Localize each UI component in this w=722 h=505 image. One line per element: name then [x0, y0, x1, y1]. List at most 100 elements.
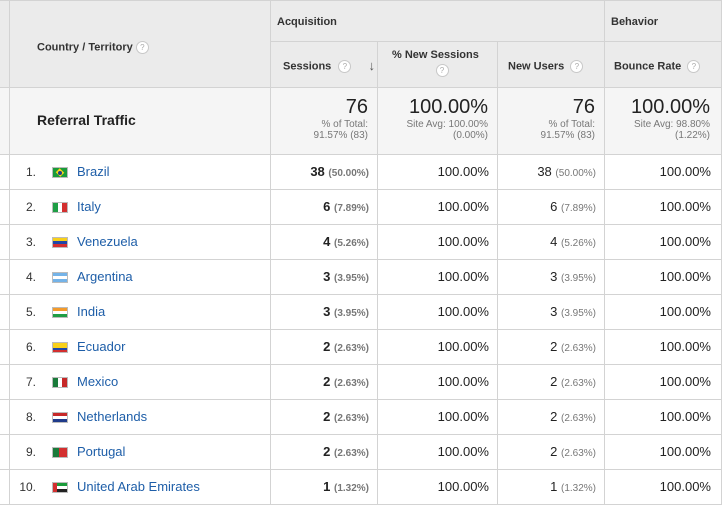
sessions-percent: (2.63%) — [333, 378, 369, 389]
new-sessions-cell: 100.00% — [437, 234, 489, 249]
help-icon[interactable]: ? — [570, 60, 584, 73]
sessions-value: 1 — [323, 479, 331, 494]
country-header-label: Country / Territory — [37, 41, 133, 54]
country-link[interactable]: Argentina — [77, 269, 133, 284]
country-column-header[interactable]: Country / Territory ? — [37, 41, 149, 54]
summary-new-sessions-value: 100.00% — [409, 96, 488, 118]
summary-bounce-rate-value: 100.00% — [631, 96, 710, 118]
new-users-percent: (2.63%) — [560, 378, 596, 389]
sessions-percent: (5.26%) — [333, 238, 369, 249]
sessions-column-header[interactable]: Sessions ? ↓ — [283, 58, 376, 73]
sessions-percent: (2.63%) — [333, 413, 369, 424]
table-row: 3. Venezuela 4 (5.26%) 100.00% 4 (5.26%)… — [0, 225, 722, 260]
new-sessions-cell: 100.00% — [437, 199, 489, 214]
bounce-rate-column-header[interactable]: Bounce Rate ? — [614, 60, 701, 73]
bounce-rate-cell: 100.00% — [659, 444, 711, 459]
summary-sessions: 76 % of Total: 91.57% (83) — [272, 96, 368, 141]
help-icon[interactable]: ? — [435, 64, 449, 77]
new-sessions-column-header[interactable]: % New Sessions ? — [392, 49, 492, 77]
country-link[interactable]: Venezuela — [77, 234, 138, 249]
table-row: 7. Mexico 2 (2.63%) 100.00% 2 (2.63%) 10… — [0, 365, 722, 400]
country-link[interactable]: Portugal — [77, 444, 126, 459]
india-flag-icon — [52, 307, 68, 318]
new-users-value: 6 — [550, 199, 558, 214]
sessions-value: 2 — [323, 444, 331, 459]
sessions-value: 2 — [323, 374, 331, 389]
new-sessions-header-label: % New Sessions — [392, 49, 479, 61]
country-link[interactable]: Italy — [77, 199, 101, 214]
sessions-value: 6 — [323, 199, 331, 214]
new-users-percent: (50.00%) — [555, 168, 596, 179]
sessions-header-label: Sessions — [283, 60, 332, 73]
row-index: 1. — [25, 165, 36, 179]
summary-new-sessions: 100.00% Site Avg: 100.00% (0.00%) — [380, 96, 488, 141]
new-users-cell: 3 (3.95%) — [500, 304, 596, 319]
summary-label: Referral Traffic — [37, 112, 136, 128]
new-users-percent: (2.63%) — [560, 448, 596, 459]
sessions-value: 4 — [323, 234, 331, 249]
help-icon[interactable]: ? — [338, 60, 352, 73]
table-row: 2. Italy 6 (7.89%) 100.00% 6 (7.89%) 100… — [0, 190, 722, 225]
new-users-cell: 6 (7.89%) — [500, 199, 596, 214]
new-users-percent: (1.32%) — [560, 483, 596, 494]
new-users-percent: (2.63%) — [560, 413, 596, 424]
new-users-column-header[interactable]: New Users ? — [508, 60, 584, 73]
sort-descending-icon[interactable]: ↓ — [368, 58, 376, 73]
new-users-cell: 2 (2.63%) — [500, 409, 596, 424]
new-sessions-cell: 100.00% — [437, 479, 489, 494]
table-header — [0, 0, 722, 88]
sessions-cell: 1 (1.32%) — [272, 479, 369, 494]
country-link[interactable]: United Arab Emirates — [77, 479, 200, 494]
new-users-cell: 2 (2.63%) — [500, 374, 596, 389]
sessions-cell: 2 (2.63%) — [272, 374, 369, 389]
new-users-value: 2 — [550, 444, 558, 459]
summary-new-users-sub2: 91.57% (83) — [540, 130, 595, 141]
summary-sessions-value: 76 — [345, 96, 368, 118]
summary-new-users: 76 % of Total: 91.57% (83) — [500, 96, 595, 141]
new-sessions-cell: 100.00% — [437, 374, 489, 389]
country-link[interactable]: Ecuador — [77, 339, 126, 354]
summary-bounce-rate: 100.00% Site Avg: 98.80% (1.22%) — [606, 96, 710, 141]
new-users-value: 4 — [550, 234, 558, 249]
sessions-cell: 3 (3.95%) — [272, 269, 369, 284]
new-users-percent: (3.95%) — [560, 273, 596, 284]
row-index: 6. — [25, 340, 36, 354]
table-row: 10. United Arab Emirates 1 (1.32%) 100.0… — [0, 470, 722, 505]
behavior-group-header: Behavior — [611, 16, 659, 28]
help-icon[interactable]: ? — [135, 41, 149, 54]
new-users-cell: 1 (1.32%) — [500, 479, 596, 494]
country-link[interactable]: Mexico — [77, 374, 119, 389]
help-icon[interactable]: ? — [687, 60, 701, 73]
sessions-value: 2 — [323, 339, 331, 354]
new-sessions-cell: 100.00% — [437, 444, 489, 459]
bounce-rate-cell: 100.00% — [659, 234, 711, 249]
new-sessions-cell: 100.00% — [437, 409, 489, 424]
sessions-value: 3 — [323, 304, 331, 319]
bounce-rate-cell: 100.00% — [659, 374, 711, 389]
acquisition-group-header: Acquisition — [277, 16, 337, 28]
new-users-cell: 3 (3.95%) — [500, 269, 596, 284]
sessions-cell: 38 (50.00%) — [272, 164, 369, 179]
country-link[interactable]: India — [77, 304, 106, 319]
uae-flag-icon — [52, 482, 68, 493]
table-row: 6. Ecuador 2 (2.63%) 100.00% 2 (2.63%) 1… — [0, 330, 722, 365]
new-users-cell: 2 (2.63%) — [500, 444, 596, 459]
sessions-cell: 2 (2.63%) — [272, 409, 369, 424]
country-link[interactable]: Netherlands — [77, 409, 148, 424]
summary-new-users-sub1: % of Total: — [548, 119, 595, 130]
bounce-rate-cell: 100.00% — [659, 479, 711, 494]
country-link[interactable]: Brazil — [77, 164, 110, 179]
summary-row — [0, 88, 722, 154]
argentina-flag-icon — [52, 272, 68, 283]
table-row: 1. Brazil 38 (50.00%) 100.00% 38 (50.00%… — [0, 155, 722, 190]
table-row: 8. Netherlands 2 (2.63%) 100.00% 2 (2.63… — [0, 400, 722, 435]
table-row: 9. Portugal 2 (2.63%) 100.00% 2 (2.63%) … — [0, 435, 722, 470]
new-users-value: 2 — [550, 374, 558, 389]
sessions-value: 38 — [310, 164, 325, 179]
bounce-rate-cell: 100.00% — [659, 304, 711, 319]
summary-sessions-sub2: 91.57% (83) — [313, 130, 368, 141]
new-sessions-cell: 100.00% — [437, 269, 489, 284]
sessions-cell: 2 (2.63%) — [272, 339, 369, 354]
sessions-percent: (1.32%) — [333, 483, 369, 494]
new-users-cell: 38 (50.00%) — [500, 164, 596, 179]
